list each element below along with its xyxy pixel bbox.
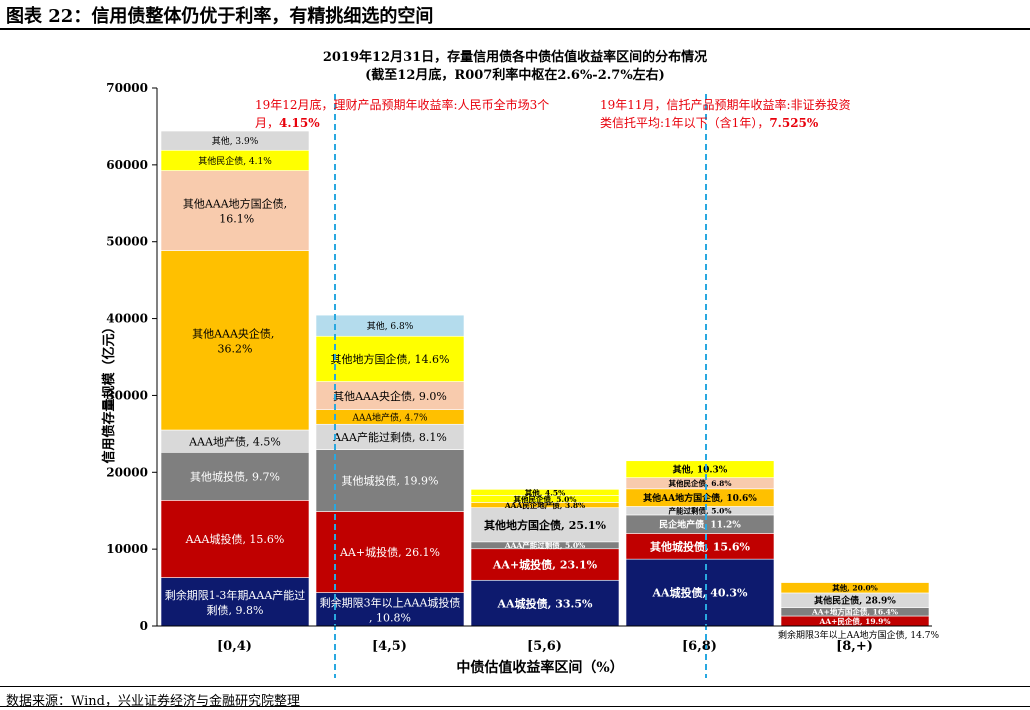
y-tick-label: 50000 <box>106 235 148 249</box>
bar-segment-label: AA城投债, 40.3% <box>652 586 749 600</box>
stacked-bar-chart: 2019年12月31日，存量信用债各中债估值收益率区间的分布情况 (截至12月底… <box>101 49 939 678</box>
y-tick-label: 40000 <box>106 312 148 326</box>
bar-segment-label: AA城投债, 33.5% <box>497 596 594 610</box>
bar-segment-label: 其他城投债, 15.6% <box>650 539 750 553</box>
bar-segment-label: 剩余期限1-3年期AAA产能过剩债, 9.8% <box>165 588 306 617</box>
bar-segment-label: AAA地产债, 4.7% <box>351 411 428 423</box>
bar-segment-label: AAA民企地产债, 3.8% <box>504 500 585 510</box>
figure-header: 图表 22：信用债整体仍优于利率，有精挑细选的空间 <box>0 0 1030 30</box>
bar-segment-label: 其他AAA央企债, 36.2% <box>192 326 278 355</box>
bar-segment-label: 其他AAA地方国企债, 16.1% <box>183 197 287 226</box>
bar-segment <box>470 548 620 581</box>
bar-segment <box>470 507 620 543</box>
label-line: 剩余期限3年以上AAA城投债 <box>320 595 461 609</box>
bars-layer: 剩余期限1-3年期AAA产能过剩债, 9.8% AAA城投债, 15.6% 其他城投… <box>160 130 939 641</box>
y-tick-label: 30000 <box>106 388 148 402</box>
bar-segment-label: 剩余期限3年以上AA地方国企债, 14.7% <box>778 629 939 641</box>
bar-segment <box>315 423 465 450</box>
bar-segment <box>315 381 465 410</box>
bar-segment <box>625 558 775 627</box>
bar-segment-label: 其他, 4.5% <box>525 487 565 497</box>
y-axis-label: 信用债存量规模（亿元） <box>101 320 117 463</box>
bar-segment-label: 其他AAA央企债, 9.0% <box>333 389 447 403</box>
bar-segment <box>160 170 310 251</box>
label-line: , 10.8% <box>369 611 411 624</box>
reference-annotation-line1: 19年12月底，理财产品预期年收益率:人民币全市场3个 <box>255 97 549 112</box>
bar-segment <box>780 582 930 594</box>
data-source-note: 数据来源：Wind，兴业证券经济与金融研究院整理 <box>6 694 300 709</box>
bottom-rule <box>0 706 1030 707</box>
annotation-value: 7.525% <box>769 116 819 130</box>
reference-annotation-line2: 类信托平均:1年以下（含1年），7.525% <box>600 115 819 130</box>
x-tick-label: [6,8) <box>682 639 717 654</box>
label-line: 其他AAA地方国企债, <box>183 197 287 211</box>
x-tick-label: [0,4) <box>217 639 252 654</box>
axes-layer: 0 10000 20000 30000 40000 50000 60000 70000 [0,4… <box>106 81 932 654</box>
figure-footer: 数据来源：Wind，兴业证券经济与金融研究院整理 <box>0 686 1030 709</box>
annotation-text: 类信托平均:1年以下（含1年）， <box>600 115 769 130</box>
bar-segment <box>160 500 310 578</box>
bar-segment <box>315 511 465 593</box>
bar-segment-label: 其他城投债, 9.7% <box>190 470 280 484</box>
x-tick-label: [4,5) <box>372 639 407 654</box>
bar-segment <box>470 489 620 496</box>
y-tick-label: 0 <box>140 619 148 633</box>
bar-segment-label: 其他民企债, 6.8% <box>669 478 732 488</box>
label-line: 剩债, 9.8% <box>207 603 264 617</box>
bar-segment-label: 其他地方国企债, 25.1% <box>484 518 606 532</box>
bar-segment <box>315 449 465 512</box>
reference-annotation-line1: 19年11月，信托产品预期年收益率:非证券投资 <box>600 97 851 112</box>
label-line: 其他AAA央企债, <box>192 326 278 340</box>
annotation-value: 4.15% <box>279 116 320 130</box>
bar-segment <box>315 592 465 627</box>
bar-segment-label: AA+城投债, 23.1% <box>492 558 598 572</box>
bar-segment <box>625 460 775 478</box>
bar-segment-label: 剩余期限3年以上AAA城投债 , 10.8% <box>320 595 461 624</box>
bar-segment <box>470 579 620 627</box>
bar-segment-label: 其他, 3.9% <box>212 135 259 147</box>
reference-annotation-line2: 月，4.15% <box>255 116 320 130</box>
figure-title: 图表 22：信用债整体仍优于利率，有精挑细选的空间 <box>6 6 434 27</box>
y-tick-label: 10000 <box>106 542 148 556</box>
bar-segment-label: 其他民企债, 5.0% <box>514 494 577 504</box>
label-line: 剩余期限1-3年期AAA产能过 <box>165 588 306 602</box>
chart-title: 2019年12月31日，存量信用债各中债估值收益率区间的分布情况 <box>323 49 707 65</box>
bar-segment-label: AAA地产债, 4.5% <box>188 434 281 448</box>
annotation-text: 月， <box>255 116 279 130</box>
y-tick-label: 60000 <box>106 158 148 172</box>
bar-segment-label: AAA产能过剩债, 5.0% <box>504 540 585 550</box>
x-tick-label: [5,6) <box>527 639 562 654</box>
bar-segment-label: AAA城投债, 15.6% <box>185 532 285 546</box>
x-tick-label: [8,+) <box>836 639 873 654</box>
bar-segment-label: 其他, 6.8% <box>367 320 414 332</box>
y-tick-label: 20000 <box>106 465 148 479</box>
bar-segment <box>160 250 310 431</box>
label-line: 16.1% <box>216 213 254 226</box>
chart-subtitle: (截至12月底，R007利率中枢在2.6%-2.7%左右) <box>365 67 665 83</box>
bar-segment-label: AA+民企债, 19.9% <box>818 616 890 626</box>
bar-segment-label: 其他民企债, 28.9% <box>814 595 896 607</box>
bar-segment <box>315 314 465 337</box>
x-axis-label: 中债估值收益率区间（%） <box>456 659 623 676</box>
label-line: 36.2% <box>218 342 253 355</box>
bar-segment-label: AA+城投债, 26.1% <box>339 545 440 559</box>
bar-segment-label: 其他地方国企债, 14.6% <box>331 352 450 366</box>
bar-segment <box>160 130 310 151</box>
bar-segment-label: 其他, 20.0% <box>832 583 878 593</box>
bar-segment-label: AAA产能过剩债, 8.1% <box>332 430 447 444</box>
bar-segment-label: 其他民企债, 4.1% <box>198 155 272 167</box>
bar-segment <box>315 335 465 382</box>
bar-segment-label: 产能过剩债, 5.0% <box>669 506 732 516</box>
bar-segment-label: 其他城投债, 19.9% <box>342 474 439 488</box>
y-tick-label: 70000 <box>106 81 148 95</box>
bar-segment <box>160 577 310 627</box>
bar-segment-label: AA+地方国企债, 16.4% <box>811 607 898 617</box>
bar-segment-label: 其他AA地方国企债, 10.6% <box>643 492 757 504</box>
bar-segment <box>625 533 775 560</box>
bar-segment-label: 其他, 10.3% <box>673 464 728 476</box>
bar-segment-label: 民企地产债, 11.2% <box>659 519 741 531</box>
